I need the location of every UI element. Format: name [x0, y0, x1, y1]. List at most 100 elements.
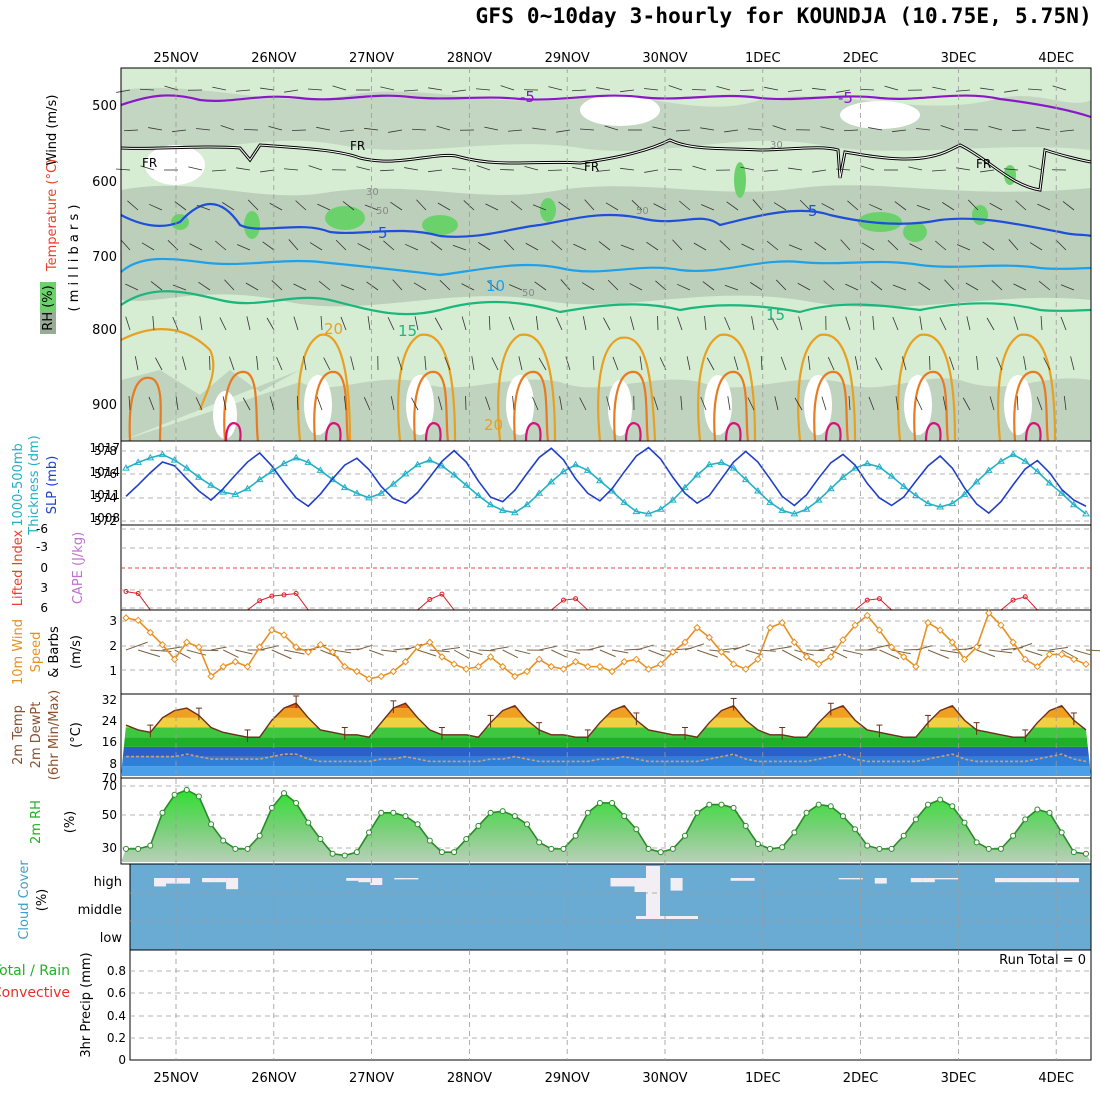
ylabel-cloud-cover: Cloud Cover	[17, 860, 32, 940]
date-label-bottom: 30NOV	[642, 1071, 687, 1086]
thickness-point	[948, 499, 957, 507]
upper-wind-barb	[935, 240, 947, 251]
rh2m-panel: 70 50 30 2m RH (%)	[29, 777, 1092, 865]
li-tick-3: 3	[40, 581, 48, 595]
upper-wind-barb	[127, 200, 139, 211]
rh2m-point	[366, 829, 373, 836]
temp-lines	[125, 695, 1087, 763]
wind10m-point	[790, 638, 799, 646]
wind10m-barb	[988, 649, 1013, 654]
upper-wind-barb	[840, 239, 851, 251]
lifted-index-segment	[854, 599, 868, 611]
ylabel-convective: Convective	[0, 985, 70, 1001]
wind10m-barb	[539, 645, 557, 651]
upper-wind-barb	[1038, 280, 1051, 291]
cloud-high-bar	[1030, 878, 1043, 883]
upper-wind-barb	[821, 203, 835, 211]
upper-wind-barb	[733, 356, 739, 371]
date-labels-bottom: 25NOV 26NOV 27NOV 28NOV 29NOV 30NOV 1DEC 2DEC 3D…	[153, 1071, 1074, 1086]
ytick-500: 500	[92, 99, 117, 114]
upper-wind-barb	[571, 89, 587, 92]
wind10m-barb	[976, 649, 996, 658]
upper-wind-barb	[199, 316, 203, 331]
upper-wind-barb	[748, 128, 763, 131]
wind10m-barb	[125, 641, 148, 651]
thickness-point	[717, 458, 726, 465]
upper-wind-barb	[1013, 316, 1019, 331]
ytick-800: 800	[92, 323, 117, 338]
precip-frame	[129, 949, 1092, 1061]
rh2m-point	[244, 845, 251, 852]
rh2m-point	[560, 845, 567, 852]
wind10m-barb	[429, 649, 450, 653]
upper-wind-barb	[741, 243, 755, 251]
upper-wind-barb	[820, 126, 835, 131]
thickness-point	[353, 489, 361, 496]
thickness-point	[766, 498, 774, 505]
wind10m-point	[1021, 655, 1029, 664]
upper-wind-barb	[380, 86, 395, 91]
upper-wind-barb	[452, 244, 467, 251]
rh2m-point	[536, 839, 543, 846]
upper-wind-barb	[488, 315, 491, 331]
upper-wind-barb	[672, 239, 683, 251]
upper-yticks: 500 600 700 800 900	[92, 99, 117, 413]
upper-wind-barb	[437, 396, 443, 411]
upper-wind-barb	[646, 241, 659, 251]
upper-wind-barb	[860, 165, 875, 171]
cloud-low-bar	[636, 916, 698, 919]
upper-wind-barb	[845, 283, 859, 291]
cloud-high-bar	[838, 878, 851, 880]
upper-wind-barb	[116, 89, 131, 93]
upper-wind-barb	[726, 201, 739, 211]
upper-wind-barb	[788, 89, 803, 92]
wind10m-point	[1082, 660, 1090, 668]
wind10m-point	[511, 672, 519, 681]
wind10m-barb	[563, 649, 580, 654]
date-label-top: 3DEC	[941, 51, 977, 66]
upper-wind-barb	[1060, 284, 1075, 291]
label-rh30: 30	[366, 187, 379, 198]
wind10m-point	[207, 672, 215, 681]
wind10m-point	[948, 638, 957, 646]
rh2m-point	[985, 845, 992, 852]
thickness-point	[705, 460, 714, 468]
li-tick-6: 6	[40, 601, 48, 615]
upper-wind-barb	[868, 396, 875, 411]
wind10m-point	[754, 655, 762, 664]
wind10m-barb	[696, 649, 718, 658]
label-5-blue: 5	[378, 224, 388, 242]
temp-ticks: 32 24 16 8 70	[102, 693, 117, 785]
wind10m-point	[1009, 638, 1017, 646]
wind10m-barb	[138, 649, 161, 658]
upper-wind-barb	[222, 396, 227, 411]
upper-wind-barb	[918, 281, 931, 291]
date-label-top: 29NOV	[545, 51, 590, 66]
upper-wind-barb	[364, 127, 379, 131]
upper-wind-barb	[980, 169, 995, 173]
rh2m-point	[694, 809, 701, 816]
wind10m-point	[255, 643, 264, 651]
ylabel-precip: 3hr Precip (mm)	[79, 952, 94, 1057]
ytick-700: 700	[92, 250, 117, 265]
wind10m-point	[292, 643, 300, 651]
thickness-point	[401, 469, 410, 477]
rh2m-point	[767, 845, 774, 852]
wind10m-point	[669, 648, 677, 656]
upper-wind-barb	[812, 87, 827, 91]
rh2m-point	[815, 801, 822, 808]
wind10m-point	[875, 626, 884, 634]
thickness-line	[125, 453, 1087, 515]
upper-wind-barb	[788, 244, 803, 251]
cloud-level-high: high	[94, 875, 122, 890]
rh2m-point	[268, 804, 275, 811]
thickness-point	[1009, 450, 1017, 457]
upper-wind-barb	[612, 356, 619, 371]
upper-wind-barb	[940, 125, 955, 131]
upper-wind-barb	[565, 356, 571, 371]
upper-wind-barb	[1028, 88, 1043, 91]
thickness-point	[292, 453, 301, 461]
lifted-index-point	[257, 598, 263, 604]
wind10m-barb	[769, 646, 792, 651]
wind10m-point	[827, 653, 835, 661]
